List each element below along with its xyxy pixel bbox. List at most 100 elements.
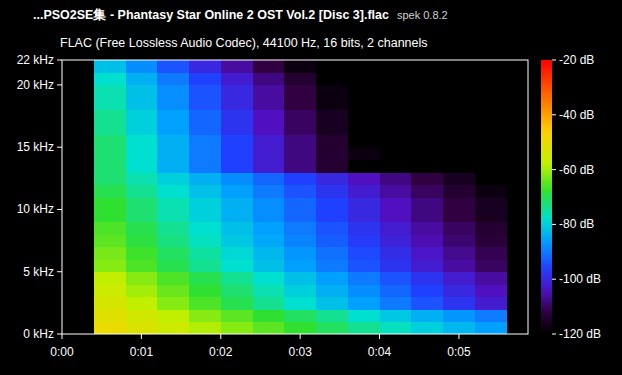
heatmap-cell bbox=[126, 222, 158, 235]
heatmap-cell bbox=[316, 110, 348, 123]
y-tick-label: 0 kHz bbox=[23, 327, 54, 341]
heatmap-cell bbox=[380, 72, 412, 85]
heatmap-cell bbox=[475, 322, 507, 334]
heatmap-cell bbox=[475, 284, 507, 297]
heatmap-cell bbox=[189, 309, 221, 322]
heatmap-cell bbox=[126, 322, 158, 334]
heatmap-cell bbox=[411, 72, 443, 85]
heatmap-cell bbox=[157, 147, 189, 160]
heatmap-cell bbox=[348, 297, 380, 310]
heatmap-cell bbox=[348, 72, 380, 85]
colorbar-tick-label: -60 dB bbox=[559, 163, 594, 177]
heatmap-cell bbox=[475, 234, 507, 247]
heatmap-cell bbox=[253, 272, 285, 285]
y-tick bbox=[57, 60, 62, 61]
heatmap-cell bbox=[284, 197, 316, 210]
heatmap-cells bbox=[94, 60, 507, 334]
heatmap-cell bbox=[157, 60, 189, 73]
heatmap-cell bbox=[284, 272, 316, 285]
heatmap-cell bbox=[475, 209, 507, 222]
heatmap-cell bbox=[253, 122, 285, 135]
heatmap-cell bbox=[284, 209, 316, 222]
heatmap-cell bbox=[443, 135, 475, 148]
heatmap-cell bbox=[189, 135, 221, 148]
heatmap-cell bbox=[284, 185, 316, 198]
heatmap-cell bbox=[443, 197, 475, 210]
heatmap-cell bbox=[284, 97, 316, 110]
heatmap-cell bbox=[126, 160, 158, 173]
heatmap-cell bbox=[253, 85, 285, 98]
heatmap-cell bbox=[126, 135, 158, 148]
heatmap-cell bbox=[411, 222, 443, 235]
colorbar-tick bbox=[552, 114, 556, 115]
heatmap-cell bbox=[284, 309, 316, 322]
heatmap-cell bbox=[126, 97, 158, 110]
colorbar-tick-label: -40 dB bbox=[559, 108, 594, 122]
heatmap-cell bbox=[380, 309, 412, 322]
heatmap-cell bbox=[411, 259, 443, 272]
heatmap-cell bbox=[189, 272, 221, 285]
heatmap-cell bbox=[316, 97, 348, 110]
heatmap-cell bbox=[126, 284, 158, 297]
heatmap-cell bbox=[380, 272, 412, 285]
heatmap-cell bbox=[475, 247, 507, 260]
heatmap-cell bbox=[189, 97, 221, 110]
heatmap-cell bbox=[348, 247, 380, 260]
heatmap-cell bbox=[221, 122, 253, 135]
heatmap-cell bbox=[380, 222, 412, 235]
heatmap-cell bbox=[348, 185, 380, 198]
heatmap-cell bbox=[380, 85, 412, 98]
heatmap-cell bbox=[253, 309, 285, 322]
heatmap-cell bbox=[348, 284, 380, 297]
heatmap-cell bbox=[443, 309, 475, 322]
x-tick bbox=[458, 334, 459, 339]
subtitle: FLAC (Free Lossless Audio Codec), 44100 … bbox=[60, 36, 428, 50]
heatmap-cell bbox=[221, 172, 253, 185]
heatmap-cell bbox=[157, 85, 189, 98]
heatmap-cell bbox=[316, 259, 348, 272]
heatmap-cell bbox=[284, 259, 316, 272]
heatmap-cell bbox=[411, 247, 443, 260]
heatmap-cell bbox=[316, 147, 348, 160]
heatmap-cell bbox=[94, 197, 126, 210]
heatmap-cell bbox=[157, 209, 189, 222]
heatmap-cell bbox=[126, 60, 158, 73]
heatmap-cell bbox=[284, 297, 316, 310]
heatmap-cell bbox=[411, 147, 443, 160]
heatmap-cell bbox=[157, 222, 189, 235]
heatmap-cell bbox=[253, 147, 285, 160]
heatmap-cell bbox=[126, 185, 158, 198]
heatmap-cell bbox=[126, 309, 158, 322]
heatmap-cell bbox=[157, 122, 189, 135]
heatmap-cell bbox=[443, 234, 475, 247]
heatmap-cell bbox=[411, 197, 443, 210]
heatmap-cell bbox=[126, 122, 158, 135]
heatmap-cell bbox=[380, 110, 412, 123]
heatmap-cell bbox=[126, 197, 158, 210]
heatmap-cell bbox=[443, 259, 475, 272]
heatmap-cell bbox=[316, 284, 348, 297]
heatmap-cell bbox=[380, 60, 412, 73]
heatmap-cell bbox=[189, 185, 221, 198]
plot-frame bbox=[62, 60, 528, 334]
heatmap-cell bbox=[348, 110, 380, 123]
heatmap-cell bbox=[189, 209, 221, 222]
heatmap-cell bbox=[316, 197, 348, 210]
heatmap-cell bbox=[221, 272, 253, 285]
colorbar-tick bbox=[552, 334, 556, 335]
heatmap-cell bbox=[126, 110, 158, 123]
x-tick-label: 0:01 bbox=[130, 345, 154, 359]
heatmap-cell bbox=[221, 147, 253, 160]
heatmap-cell bbox=[94, 272, 126, 285]
colorbar-tick bbox=[552, 279, 556, 280]
heatmap-cell bbox=[126, 209, 158, 222]
x-tick-label: 0:05 bbox=[447, 345, 471, 359]
colorbar bbox=[541, 60, 552, 334]
x-tick bbox=[220, 334, 221, 339]
heatmap-cell bbox=[189, 172, 221, 185]
heatmap-cell bbox=[189, 85, 221, 98]
heatmap-cell bbox=[221, 160, 253, 173]
heatmap-cell bbox=[126, 247, 158, 260]
heatmap-cell bbox=[411, 185, 443, 198]
y-tick-label: 5 kHz bbox=[23, 265, 54, 279]
